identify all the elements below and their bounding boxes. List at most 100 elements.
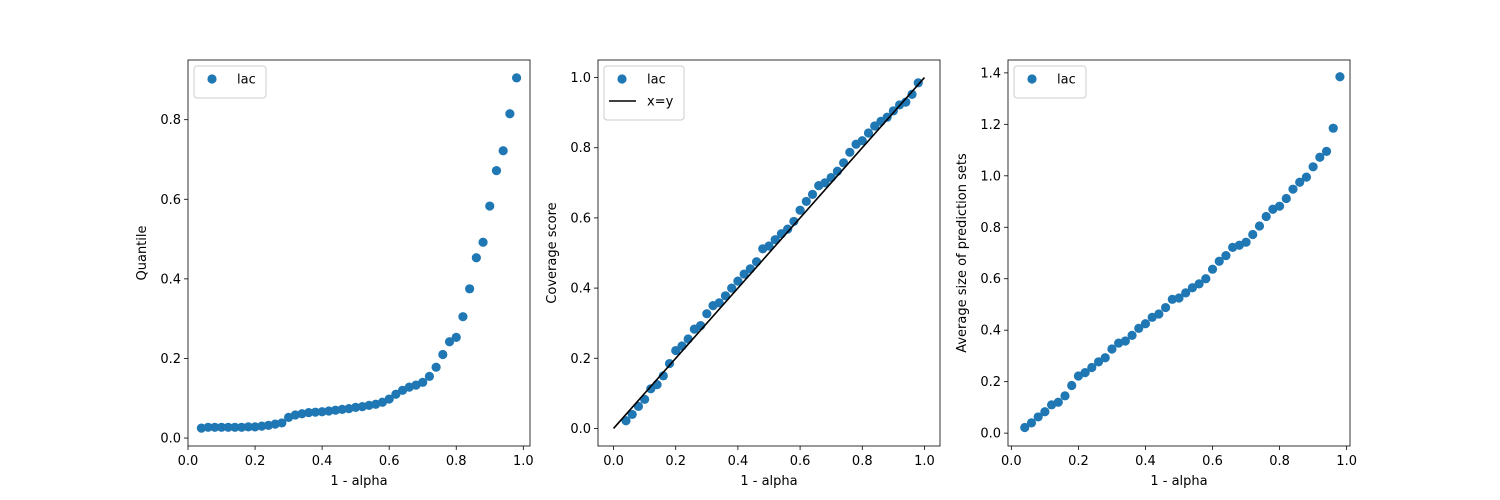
set-size-data-point	[1093, 357, 1104, 367]
set-size-x-tick-label: 0.8	[1269, 454, 1290, 469]
quantile-data-point	[438, 349, 448, 360]
coverage-data-point	[733, 276, 743, 286]
set-size-panel: 0.0 0.2 0.4 0.6 0.8 1.0 0.0 0.2 0.4 0.6 0.8 1.0 1.2…	[955, 59, 1357, 489]
set-size-y-axis-label: Average size of prediction sets	[955, 153, 970, 353]
set-size-data-point	[1174, 293, 1184, 303]
coverage-y-ticks: 0.0 0.2 0.4 0.6 0.8 1.0	[570, 71, 598, 437]
set-size-legend-box	[1013, 65, 1087, 99]
set-size-data-point	[1040, 407, 1050, 417]
set-size-data-point	[1160, 302, 1171, 313]
set-size-legend: lac	[1013, 65, 1087, 99]
coverage-plot-frame	[597, 59, 941, 447]
coverage-data-point	[720, 291, 731, 301]
set-size-data-point	[1107, 344, 1117, 354]
coverage-data-point	[702, 309, 712, 319]
set-size-y-tick-label: 0.2	[980, 375, 1001, 390]
set-size-x-tick-label: 0.6	[1202, 454, 1223, 469]
coverage-data-point	[783, 224, 793, 234]
coverage-x-ticks: 0.0 0.2 0.4 0.6 0.8 1.0	[603, 446, 935, 469]
set-size-x-axis-label: 1 - alpha	[1150, 474, 1207, 489]
quantile-data-point	[451, 332, 461, 342]
coverage-data-point	[751, 257, 762, 267]
quantile-data-point	[505, 109, 515, 119]
coverage-data-point	[652, 379, 662, 390]
quantile-x-axis-label: 1 - alpha	[330, 474, 387, 489]
set-size-data-point	[1120, 336, 1130, 346]
coverage-legend-label: x=y	[647, 95, 674, 110]
quantile-data-point	[471, 253, 481, 263]
quantile-data-point	[485, 201, 495, 211]
set-size-data-point	[1127, 330, 1137, 340]
set-size-y-tick-label: 0.6	[980, 272, 1001, 287]
quantile-y-ticks: 0.0 0.2 0.4 0.6 0.8	[160, 113, 188, 447]
coverage-data-point	[845, 147, 855, 157]
quantile-data-point	[330, 405, 341, 415]
coverage-data-point	[801, 196, 811, 207]
quantile-data-point	[498, 146, 508, 156]
set-size-data-point	[1087, 362, 1097, 373]
coverage-data-point	[714, 298, 724, 308]
set-size-data-point	[1301, 172, 1312, 182]
set-size-data-point	[1328, 123, 1338, 133]
quantile-data-point	[196, 423, 207, 433]
coverage-data-point	[677, 341, 687, 351]
set-size-data-point	[1187, 283, 1198, 293]
quantile-y-tick-label: 0.2	[160, 352, 181, 367]
coverage-data-point	[770, 235, 780, 245]
coverage-data-point	[627, 409, 637, 420]
set-size-data-point	[1033, 412, 1043, 422]
quantile-marks	[196, 73, 522, 433]
coverage-data-point	[764, 241, 774, 251]
quantile-data-point	[391, 389, 401, 399]
quantile-data-point	[310, 407, 321, 417]
coverage-y-tick-label: 1.0	[570, 71, 591, 86]
set-size-data-point	[1026, 418, 1037, 428]
coverage-data-point	[683, 334, 693, 344]
coverage-y-tick-label: 0.2	[570, 352, 591, 367]
set-size-data-point	[1248, 229, 1258, 240]
set-size-y-tick-label: 1.4	[980, 66, 1001, 81]
coverage-data-point	[789, 216, 799, 227]
quantile-data-point	[257, 421, 267, 431]
quantile-y-axis-label: Quantile	[135, 226, 150, 281]
coverage-x-tick-label: 0.2	[665, 454, 686, 469]
quantile-x-tick-label: 0.2	[245, 454, 266, 469]
quantile-panel: 0.0 0.2 0.4 0.6 0.8 1.0 0.0 0.2 0.4 0.6 0.8 1 - a…	[135, 59, 534, 489]
set-size-x-tick-label: 1.0	[1336, 454, 1357, 469]
set-size-data-point	[1053, 397, 1063, 407]
quantile-data-point	[337, 404, 347, 414]
quantile-x-tick-label: 0.0	[178, 454, 199, 469]
coverage-x-tick-label: 0.4	[728, 454, 749, 469]
quantile-data-point	[203, 422, 213, 432]
set-size-data-point	[1261, 211, 1271, 222]
quantile-legend-label: lac	[237, 73, 256, 88]
set-size-data-point	[1288, 184, 1298, 194]
coverage-data-point	[664, 358, 675, 369]
quantile-data-point	[317, 407, 327, 417]
set-size-data-point	[1308, 162, 1318, 172]
coverage-data-point	[901, 97, 911, 107]
quantile-data-point	[458, 312, 468, 322]
coverage-x-tick-label: 1.0	[914, 454, 935, 469]
set-size-data-point	[1194, 279, 1204, 289]
set-size-plot-frame	[1007, 59, 1351, 447]
coverage-legend: lac x=y	[603, 65, 685, 121]
set-size-x-tick-label: 0.2	[1068, 454, 1089, 469]
set-size-data-point	[1067, 380, 1077, 391]
coverage-legend-marker-swatch	[617, 74, 627, 84]
set-size-data-point	[1295, 177, 1305, 187]
coverage-data-point	[913, 78, 923, 88]
coverage-data-point	[621, 416, 631, 426]
quantile-data-point	[491, 166, 502, 176]
quantile-data-point	[384, 394, 394, 404]
set-size-legend-marker-swatch	[1027, 74, 1037, 84]
set-size-data-point	[1080, 368, 1090, 378]
quantile-x-tick-label: 0.8	[446, 454, 467, 469]
quantile-data-point	[351, 402, 361, 412]
quantile-data-point	[250, 422, 260, 432]
quantile-data-point	[324, 406, 334, 416]
set-size-data-point	[1207, 264, 1218, 274]
set-size-data-point	[1321, 146, 1332, 156]
set-size-y-tick-label: 0.0	[980, 427, 1001, 442]
coverage-data-point	[727, 283, 737, 293]
